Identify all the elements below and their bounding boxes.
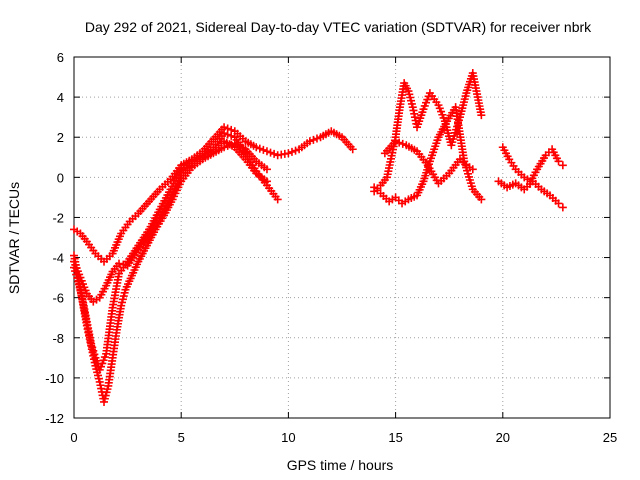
x-axis-label: GPS time / hours — [287, 457, 394, 473]
data-point — [262, 177, 271, 186]
data-point-interp — [287, 147, 296, 156]
axis-ticks — [73, 56, 611, 419]
x-tick-label: 5 — [178, 430, 185, 445]
data-point — [262, 165, 271, 174]
x-tick-label: 20 — [496, 430, 510, 445]
data-point — [220, 129, 229, 138]
data-point — [477, 111, 486, 120]
x-tick-label: 0 — [70, 430, 77, 445]
data-point-interp — [398, 139, 407, 148]
y-tick-label: -6 — [52, 291, 64, 306]
data-points — [70, 69, 567, 406]
data-point — [252, 143, 261, 152]
data-point — [273, 195, 282, 204]
data-point — [348, 145, 357, 154]
plot-frame — [73, 56, 611, 419]
axis-tick-labels: 0 5 10 15 20 25 -12 -10 -8 -6 -4 -2 0 2 4 6 — [45, 50, 617, 445]
x-tick-label: 10 — [281, 430, 295, 445]
data-point — [477, 195, 486, 204]
y-tick-label: -12 — [45, 411, 64, 426]
y-axis-label: SDTVAR / TECUs — [6, 182, 22, 294]
data-point-interp — [259, 145, 268, 154]
y-tick-label: 0 — [57, 170, 64, 185]
y-tick-label: 4 — [57, 90, 64, 105]
y-tick-label: -2 — [52, 210, 64, 225]
data-point — [115, 259, 124, 268]
data-point-interp — [270, 149, 279, 158]
y-tick-label: -10 — [45, 371, 64, 386]
data-point — [558, 203, 567, 212]
data-point — [558, 161, 567, 170]
x-tick-label: 25 — [603, 430, 617, 445]
data-point-interp — [291, 146, 300, 155]
data-point — [391, 137, 400, 146]
y-tick-label: 6 — [57, 50, 64, 65]
data-point-interp — [255, 144, 264, 153]
chart-title: Day 292 of 2021, Sidereal Day-to-day VTE… — [85, 19, 592, 35]
data-point-interp — [223, 130, 232, 139]
y-tick-label: -8 — [52, 331, 64, 346]
data-point-interp — [227, 131, 236, 140]
data-point-interp — [312, 134, 321, 143]
data-point — [554, 157, 563, 166]
data-point — [554, 199, 563, 208]
data-point — [262, 147, 271, 156]
data-point-interp — [395, 138, 404, 147]
data-point — [305, 137, 314, 146]
y-tick-label: 2 — [57, 130, 64, 145]
data-point-interp — [119, 260, 128, 269]
x-tick-label: 15 — [388, 430, 402, 445]
data-point-interp — [266, 148, 275, 157]
data-point — [468, 165, 477, 174]
data-point — [284, 149, 293, 158]
y-tick-label: -4 — [52, 251, 64, 266]
data-point-interp — [309, 135, 318, 144]
